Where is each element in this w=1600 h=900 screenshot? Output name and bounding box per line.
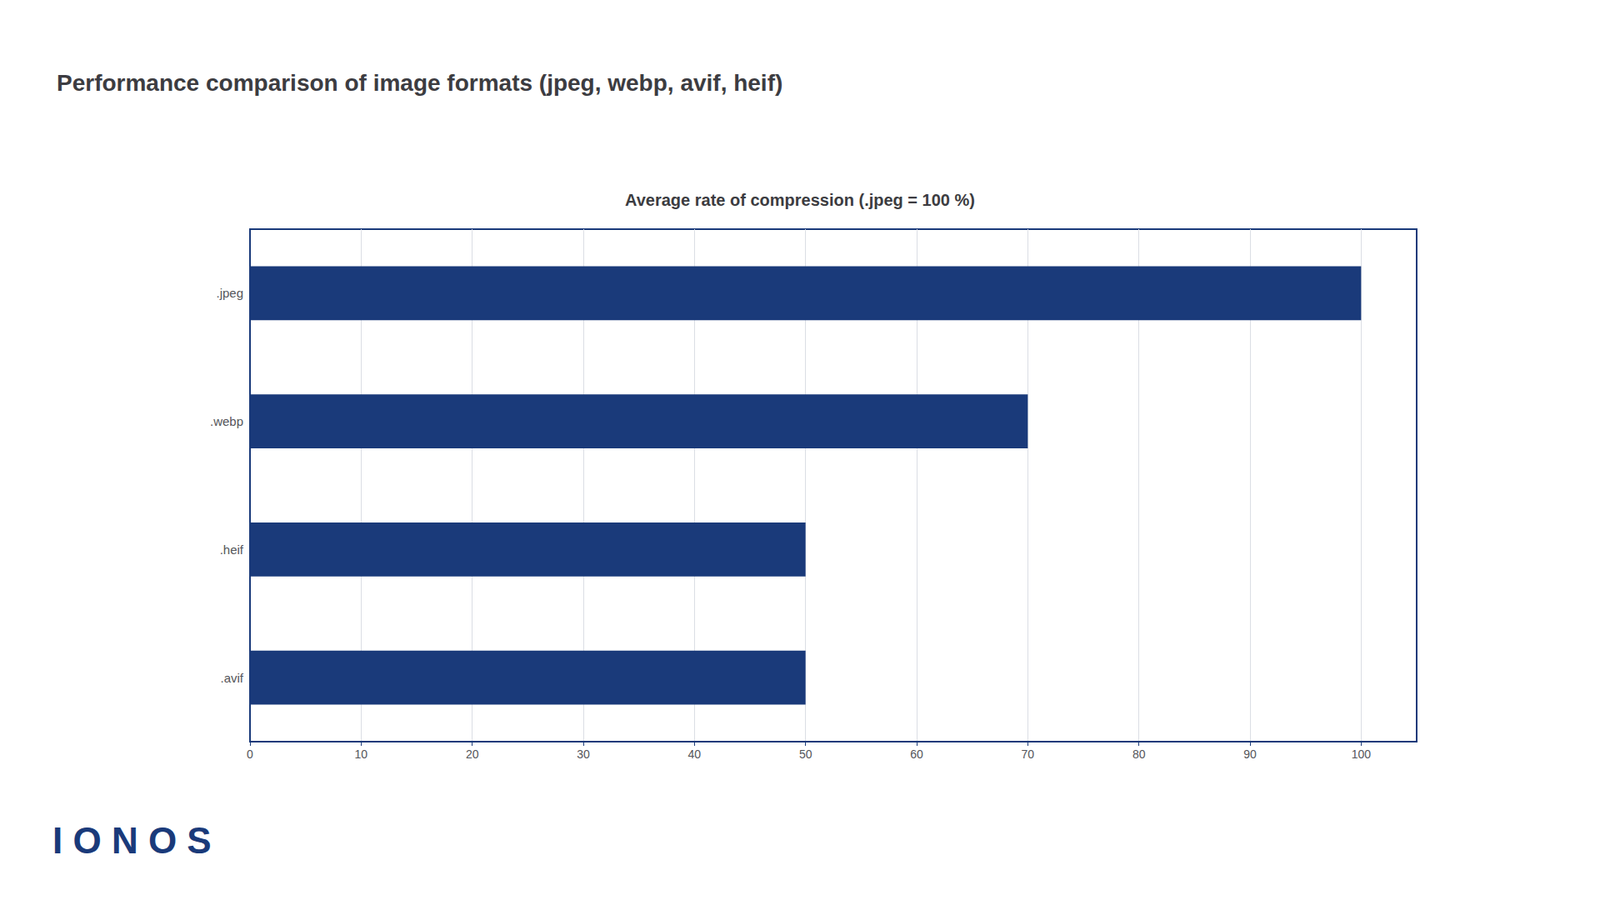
svg-text:10: 10 xyxy=(355,747,369,761)
svg-text:Average rate of compression (.: Average rate of compression (.jpeg = 100… xyxy=(625,190,975,210)
svg-text:I O N O S: I O N O S xyxy=(52,820,212,861)
svg-text:.avif: .avif xyxy=(220,670,244,685)
svg-text:40: 40 xyxy=(688,747,702,761)
svg-text:.heif: .heif xyxy=(220,542,245,557)
svg-text:Performance comparison of imag: Performance comparison of image formats … xyxy=(56,70,783,96)
svg-text:0: 0 xyxy=(246,747,254,761)
svg-text:30: 30 xyxy=(576,747,590,761)
svg-text:100: 100 xyxy=(1351,747,1372,761)
svg-text:80: 80 xyxy=(1132,747,1146,761)
svg-text:50: 50 xyxy=(799,747,813,761)
svg-text:60: 60 xyxy=(910,747,924,761)
svg-text:20: 20 xyxy=(465,747,480,761)
svg-text:.webp: .webp xyxy=(210,414,244,429)
svg-text:.jpeg: .jpeg xyxy=(215,285,244,300)
svg-text:70: 70 xyxy=(1021,747,1035,761)
svg-text:90: 90 xyxy=(1243,747,1257,761)
